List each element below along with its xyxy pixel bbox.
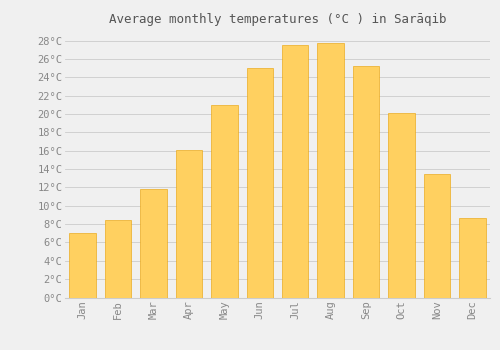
Bar <box>353 66 380 298</box>
Bar <box>459 218 485 298</box>
Bar <box>282 45 308 298</box>
Bar <box>105 219 132 298</box>
Title: Average monthly temperatures (°C ) in Sarāqib: Average monthly temperatures (°C ) in Sa… <box>109 13 446 26</box>
Bar <box>211 105 238 298</box>
Bar <box>388 113 414 297</box>
Bar <box>140 189 167 298</box>
Bar <box>246 68 273 298</box>
Bar <box>176 150 202 298</box>
Bar <box>424 174 450 298</box>
Bar <box>70 233 96 298</box>
Bar <box>318 42 344 298</box>
